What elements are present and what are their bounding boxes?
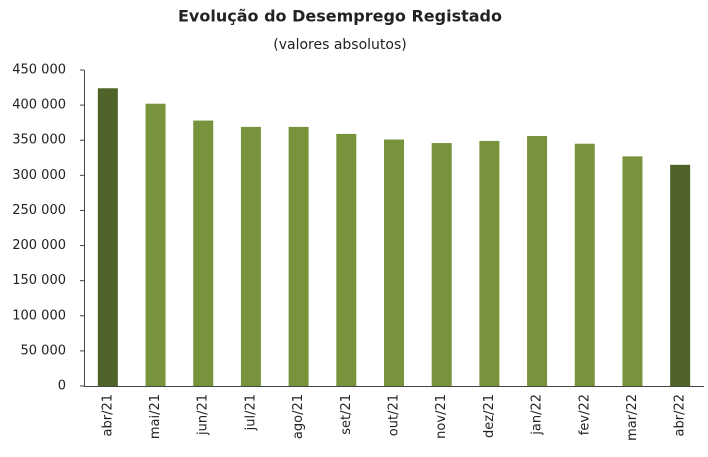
y-tick-label: 200 000	[12, 238, 66, 253]
chart-title: Evolução do Desemprego Registado	[178, 7, 502, 26]
x-tick-label: abr/22	[673, 394, 688, 437]
y-tick-label: 400 000	[12, 98, 66, 113]
x-tick-label: mar/22	[625, 394, 640, 441]
y-tick-label: 300 000	[12, 168, 66, 183]
bar	[479, 140, 500, 386]
bar	[384, 139, 404, 386]
x-tick-label: jul/21	[243, 394, 258, 431]
y-tick-label: 450 000	[12, 63, 66, 78]
x-tick-label: nov/21	[434, 394, 449, 439]
x-tick-label: dez/21	[482, 394, 497, 438]
bar	[622, 156, 643, 386]
x-tick-label: set/21	[339, 394, 354, 435]
bar	[336, 133, 357, 386]
y-tick-label: 50 000	[21, 343, 67, 358]
y-tick-label: 100 000	[12, 308, 66, 323]
x-tick-label: ago/21	[291, 394, 306, 439]
y-tick-label: 0	[58, 379, 66, 394]
bar	[97, 88, 118, 386]
chart-subtitle: (valores absolutos)	[273, 37, 407, 53]
x-tick-label: fev/22	[577, 394, 592, 435]
bar	[670, 164, 691, 386]
y-tick-label: 250 000	[12, 203, 66, 218]
bar	[431, 143, 452, 386]
x-tick-label: out/21	[387, 394, 402, 436]
bar	[240, 126, 261, 386]
bar	[288, 126, 309, 386]
x-tick-label: jan/22	[530, 394, 545, 436]
bar	[193, 120, 214, 386]
y-tick-label: 150 000	[12, 273, 66, 288]
bar	[145, 103, 166, 386]
bar	[527, 136, 548, 386]
bar	[574, 143, 595, 386]
x-tick-label: jun/21	[196, 394, 211, 436]
y-tick-label: 350 000	[12, 133, 66, 148]
x-tick-label: mai/21	[148, 394, 163, 439]
x-tick-label: abr/21	[100, 394, 115, 437]
